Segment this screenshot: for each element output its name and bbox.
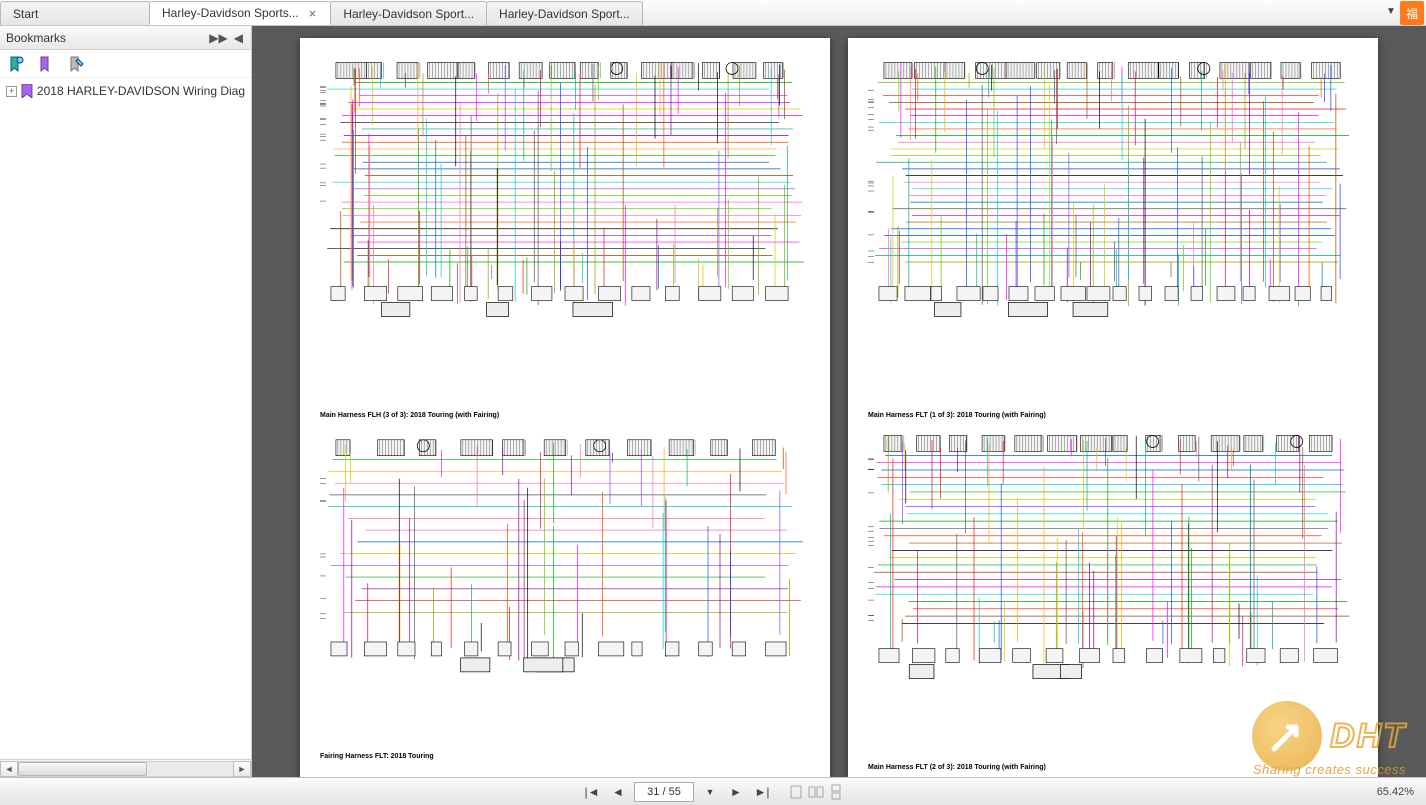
app-badge[interactable]: 福 bbox=[1400, 1, 1424, 25]
wiring-diagram-top-right bbox=[864, 56, 1362, 400]
first-page-button[interactable]: |◄ bbox=[582, 782, 602, 802]
sidebar-toolbar bbox=[0, 50, 251, 78]
bookmark-tree: + 2018 HARLEY-DAVIDSON Wiring Diag bbox=[0, 78, 251, 759]
sidebar-collapse-icon[interactable]: ◀ bbox=[232, 31, 245, 45]
tab-doc-2[interactable]: Harley-Davidson Sport... bbox=[330, 1, 487, 25]
view-facing-icon[interactable] bbox=[808, 784, 824, 800]
page-dropdown-icon[interactable]: ▼ bbox=[700, 782, 720, 802]
caption: Fairing Harness FLT: 2018 Touring bbox=[316, 751, 814, 760]
page-right: Main Harness FLT (1 of 3): 2018 Touring … bbox=[848, 38, 1378, 777]
footer-nav: |◄ ◄ 31 / 55 ▼ ► ►| 65.42% bbox=[0, 777, 1426, 805]
bookmark-tool-3-icon[interactable] bbox=[68, 56, 84, 72]
view-continuous-icon[interactable] bbox=[828, 784, 844, 800]
sidebar-title: Bookmarks bbox=[6, 31, 66, 45]
scroll-left-icon[interactable]: ◄ bbox=[0, 761, 18, 777]
close-icon[interactable]: × bbox=[307, 6, 319, 21]
caption: Main Harness FLH (3 of 3): 2018 Touring … bbox=[316, 410, 814, 419]
zoom-level[interactable]: 65.42% bbox=[1377, 786, 1414, 798]
tab-bar: Start Harley-Davidson Sports...× Harley-… bbox=[0, 0, 1426, 26]
sidebar-expand-icon[interactable]: ▶▶ bbox=[207, 31, 229, 45]
sidebar-header: Bookmarks ▶▶ ◀ bbox=[0, 26, 251, 50]
bookmark-tool-2-icon[interactable] bbox=[38, 56, 54, 72]
tree-root-item[interactable]: + 2018 HARLEY-DAVIDSON Wiring Diag bbox=[2, 82, 249, 100]
page-left: Main Harness FLH (3 of 3): 2018 Touring … bbox=[300, 38, 830, 777]
wiring-diagram-bottom-right bbox=[864, 429, 1362, 753]
prev-page-button[interactable]: ◄ bbox=[608, 782, 628, 802]
scroll-thumb[interactable] bbox=[18, 762, 147, 776]
wiring-diagram-top-left bbox=[316, 56, 814, 400]
bookmark-icon bbox=[21, 84, 33, 98]
sidebar: Bookmarks ▶▶ ◀ + 2018 HARLEY-DAVIDSON Wi… bbox=[0, 26, 252, 777]
tree-item-label: 2018 HARLEY-DAVIDSON Wiring Diag bbox=[37, 84, 245, 98]
bookmark-tool-1-icon[interactable] bbox=[8, 56, 24, 72]
last-page-button[interactable]: ►| bbox=[752, 782, 772, 802]
tab-start[interactable]: Start bbox=[0, 1, 150, 25]
wiring-diagram-bottom-left bbox=[316, 429, 814, 741]
next-page-button[interactable]: ► bbox=[726, 782, 746, 802]
tab-doc-3[interactable]: Harley-Davidson Sport... bbox=[486, 1, 643, 25]
tabs-dropdown-icon[interactable]: ▼ bbox=[1384, 6, 1398, 20]
document-viewer[interactable]: Main Harness FLH (3 of 3): 2018 Touring … bbox=[252, 26, 1426, 777]
sidebar-hscroll[interactable]: ◄ ► bbox=[0, 759, 251, 777]
caption: Main Harness FLT (2 of 3): 2018 Touring … bbox=[864, 762, 1362, 771]
view-single-icon[interactable] bbox=[788, 784, 804, 800]
tab-doc-1[interactable]: Harley-Davidson Sports...× bbox=[149, 1, 331, 25]
page-number-input[interactable]: 31 / 55 bbox=[634, 782, 694, 802]
caption: Main Harness FLT (1 of 3): 2018 Touring … bbox=[864, 410, 1362, 419]
expand-icon[interactable]: + bbox=[6, 86, 17, 97]
scroll-right-icon[interactable]: ► bbox=[233, 761, 251, 777]
